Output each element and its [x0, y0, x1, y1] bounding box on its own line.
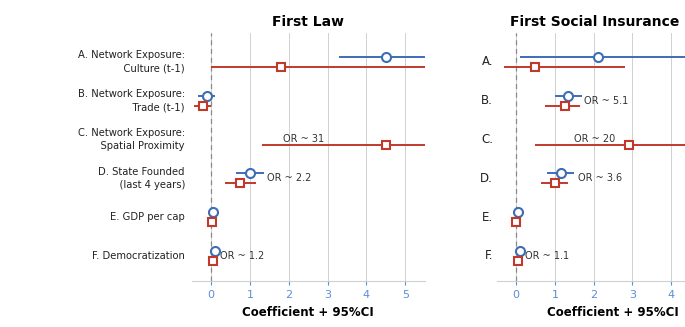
- Text: OR ~ 1.2: OR ~ 1.2: [220, 251, 264, 261]
- Text: OR ~ 1.1: OR ~ 1.1: [525, 251, 569, 261]
- Text: F.: F.: [485, 250, 493, 263]
- Text: OR ~ 31: OR ~ 31: [283, 134, 324, 145]
- Text: B. Network Exposure:
    Trade (t-1): B. Network Exposure: Trade (t-1): [78, 89, 185, 112]
- X-axis label: Coefficient + 95%CI: Coefficient + 95%CI: [547, 306, 679, 319]
- Text: OR ~ 2.2: OR ~ 2.2: [267, 173, 312, 183]
- Text: B.: B.: [482, 94, 493, 107]
- Text: E.: E.: [482, 211, 493, 224]
- Text: C. Network Exposure:
    Spatial Proximity: C. Network Exposure: Spatial Proximity: [78, 128, 185, 151]
- Text: OR ~ 3.6: OR ~ 3.6: [578, 173, 622, 183]
- Text: A.: A.: [482, 55, 493, 68]
- Text: D. State Founded
    (last 4 years): D. State Founded (last 4 years): [99, 167, 185, 190]
- Title: First Law: First Law: [272, 15, 345, 29]
- X-axis label: Coefficient + 95%CI: Coefficient + 95%CI: [242, 306, 374, 319]
- Text: OR ~ 5.1: OR ~ 5.1: [584, 96, 628, 106]
- Text: OR ~ 20: OR ~ 20: [574, 134, 616, 145]
- Text: F. Democratization: F. Democratization: [92, 251, 185, 261]
- Text: A. Network Exposure:
    Culture (t-1): A. Network Exposure: Culture (t-1): [78, 50, 185, 74]
- Text: D.: D.: [480, 172, 493, 185]
- Text: C.: C.: [481, 133, 493, 146]
- Title: First Social Insurance Law: First Social Insurance Law: [510, 15, 685, 29]
- Text: E. GDP per cap: E. GDP per cap: [110, 212, 185, 222]
